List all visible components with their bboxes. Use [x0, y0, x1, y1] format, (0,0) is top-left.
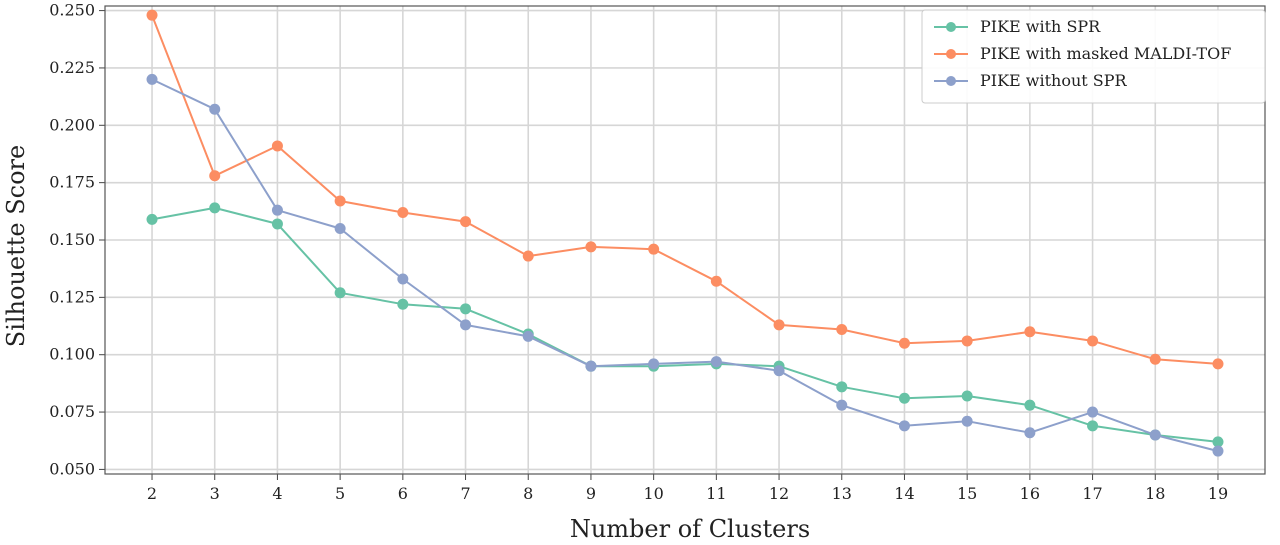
x-tick-label: 5 — [335, 484, 345, 503]
x-tick-label: 13 — [832, 484, 852, 503]
y-tick-label: 0.225 — [49, 58, 95, 77]
x-tick-label: 11 — [706, 484, 726, 503]
data-point — [146, 73, 158, 85]
y-tick-label: 0.100 — [49, 345, 95, 364]
series-line — [151, 14, 1219, 365]
data-point — [209, 202, 221, 214]
legend: PIKE with SPR PIKE with masked MALDI-TOF P… — [921, 9, 1266, 104]
y-tick-label: 0.250 — [49, 1, 95, 20]
data-point — [710, 356, 722, 368]
y-tick-labels: 0.050 0.075 0.100 0.125 0.150 0.175 0.200 0.225… — [49, 1, 95, 479]
data-point — [961, 335, 973, 347]
data-point — [334, 287, 346, 299]
data-point — [1024, 326, 1036, 338]
data-point — [1149, 353, 1161, 365]
data-point — [898, 420, 910, 432]
data-point — [522, 330, 534, 342]
data-point — [836, 399, 848, 411]
legend-marker — [946, 22, 956, 32]
x-tick-label: 9 — [586, 484, 596, 503]
x-axis-label: Number of Clusters — [570, 515, 810, 543]
y-tick-label: 0.125 — [49, 287, 95, 306]
x-tick-label: 17 — [1082, 484, 1102, 503]
data-point — [961, 390, 973, 402]
x-tick-label: 19 — [1208, 484, 1228, 503]
data-point — [1024, 399, 1036, 411]
data-point — [146, 9, 158, 21]
legend-marker — [946, 49, 956, 59]
legend-box — [921, 9, 1266, 104]
data-point — [836, 381, 848, 393]
data-point — [585, 241, 597, 253]
legend-marker — [946, 76, 956, 86]
data-series — [146, 9, 1224, 457]
series-line — [151, 206, 1219, 443]
data-point — [397, 206, 409, 218]
x-tick-label: 8 — [523, 484, 533, 503]
data-point — [585, 360, 597, 372]
x-tick-label: 6 — [398, 484, 408, 503]
series-line — [151, 78, 1219, 453]
data-point — [146, 213, 158, 225]
data-point — [836, 323, 848, 335]
y-tick-label: 0.075 — [49, 402, 95, 421]
legend-entry: PIKE with SPR — [980, 17, 1101, 36]
data-point — [1149, 429, 1161, 441]
x-tick-label: 4 — [272, 484, 282, 503]
x-tick-label: 14 — [894, 484, 914, 503]
legend-entry: PIKE with masked MALDI-TOF — [980, 44, 1231, 63]
x-tick-label: 10 — [643, 484, 663, 503]
x-tick-label: 3 — [210, 484, 220, 503]
data-point — [209, 170, 221, 182]
data-point — [397, 273, 409, 285]
data-point — [271, 204, 283, 216]
data-point — [961, 415, 973, 427]
data-point — [710, 275, 722, 287]
plot-frame — [104, 5, 1266, 475]
data-point — [460, 216, 472, 228]
data-point — [522, 250, 534, 262]
data-point — [460, 303, 472, 315]
data-point — [460, 319, 472, 331]
data-point — [648, 243, 660, 255]
data-point — [1087, 335, 1099, 347]
data-point — [898, 392, 910, 404]
y-tick-label: 0.150 — [49, 230, 95, 249]
x-tick-labels: 2 3 4 5 6 7 8 9 10 11 12 13 14 15 16 17 18 19 — [147, 484, 1228, 503]
legend-entry: PIKE without SPR — [980, 71, 1128, 90]
y-axis-label: Silhouette Score — [2, 145, 30, 348]
x-tick-label: 18 — [1145, 484, 1165, 503]
x-tick-label: 12 — [769, 484, 789, 503]
data-point — [773, 319, 785, 331]
data-point — [397, 298, 409, 310]
data-point — [334, 195, 346, 207]
data-point — [271, 218, 283, 230]
y-tick-label: 0.200 — [49, 115, 95, 134]
data-point — [1087, 406, 1099, 418]
data-point — [1212, 436, 1224, 448]
data-point — [209, 103, 221, 115]
data-point — [1212, 445, 1224, 457]
x-tick-label: 2 — [147, 484, 157, 503]
y-tick-label: 0.050 — [49, 459, 95, 478]
data-point — [1024, 427, 1036, 439]
data-point — [773, 365, 785, 377]
data-point — [1212, 358, 1224, 370]
x-tick-label: 15 — [957, 484, 977, 503]
x-tick-label: 7 — [460, 484, 470, 503]
x-tick-label: 16 — [1020, 484, 1040, 503]
data-point — [1087, 420, 1099, 432]
data-point — [898, 337, 910, 349]
y-tick-label: 0.175 — [49, 173, 95, 192]
data-point — [271, 140, 283, 152]
data-point — [648, 358, 660, 370]
axes-frame — [99, 5, 1266, 480]
data-point — [334, 223, 346, 235]
